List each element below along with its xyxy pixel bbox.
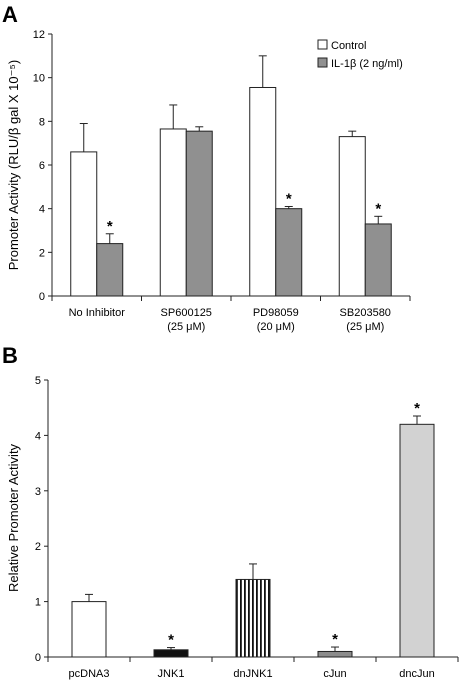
panel-a-y-tick-label: 2 — [39, 247, 45, 259]
panel-a-legend-swatch-control — [317, 39, 328, 50]
panel-a-bar-control — [249, 86, 277, 297]
panel-b-y-tick-label: 0 — [35, 652, 41, 664]
panel-a-ticks: 0 2 4 6 8 10 12 No Inhibitor SP600125 (25 μM) PD98… — [33, 29, 391, 333]
panel-a-y-tick-label: 8 — [39, 116, 45, 128]
panel-a-y-tick-label: 4 — [39, 204, 45, 216]
panel-b-significance-asterisk: * — [168, 632, 174, 649]
panel-b-y-axis-title: Relative Promoter Activity — [6, 443, 21, 592]
panel-a-category-label: SP600125 — [161, 307, 212, 319]
panel-a-bars: * * * — [70, 55, 392, 297]
panel-b-y-tick-label: 5 — [35, 375, 41, 387]
panel-a-category-label: No Inhibitor — [69, 307, 126, 319]
panel-a-bar-control — [159, 128, 187, 297]
panel-a-y-tick-label: 6 — [39, 160, 45, 172]
panel-a-significance-asterisk: * — [375, 200, 381, 217]
panel-a-y-tick-label: 0 — [39, 291, 45, 303]
panel-a-bar-il1b — [96, 243, 124, 297]
panel-a-legend-swatch-il1b — [317, 57, 328, 68]
panel-a-bar-il1b — [364, 223, 392, 297]
panel-a-y-axis-title: Promoter Activity (RLU/β gal X 10⁻⁵) — [6, 60, 21, 270]
panel-a-category-label: (25 μM) — [167, 321, 205, 333]
panel-a-bar-control — [70, 151, 98, 297]
panel-b-y-tick-label: 2 — [35, 541, 41, 553]
panel-a-bar-il1b — [275, 208, 303, 297]
panel-b-bar-jnk1 — [153, 649, 189, 658]
panel-b-y-tick-label: 1 — [35, 597, 41, 609]
panel-b-category-label: dncJun — [399, 668, 434, 680]
panel-a-y-tick-label: 10 — [33, 73, 45, 85]
panel-b-category-label: cJun — [323, 668, 346, 680]
panel-b-category-label: pcDNA3 — [69, 668, 110, 680]
panel-a-label: A — [2, 2, 18, 27]
panel-a-legend: Control IL-1β (2 ng/ml) — [317, 39, 403, 70]
panel-b-bar-dncjun — [399, 423, 435, 658]
panel-b-y-tick-label: 4 — [35, 430, 41, 442]
panel-b-bar-cjun — [317, 650, 353, 658]
panel-b-bar-pcdna3 — [71, 601, 107, 658]
panel-b-significance-asterisk: * — [414, 400, 420, 417]
panel-a-category-label: PD98059 — [253, 307, 299, 319]
panel-b-significance-asterisk: * — [332, 631, 338, 648]
panel-b-bar-dnjnk1 — [235, 578, 271, 658]
panel-a-category-label: (25 μM) — [346, 321, 384, 333]
panel-a-legend-label-il1b: IL-1β (2 ng/ml) — [331, 58, 403, 70]
panel-a-significance-asterisk: * — [286, 190, 292, 207]
panel-a-bar-il1b — [185, 130, 213, 297]
panel-b-ticks: 0 1 2 3 4 5 pcDNA3 JNK1 dnJNK1 cJun dncJun — [35, 375, 435, 680]
panel-a: A Promoter Activity (RLU/β gal X 10⁻⁵) *… — [2, 2, 411, 333]
panel-a-category-label: (20 μM) — [257, 321, 295, 333]
panel-a-significance-asterisk: * — [107, 218, 113, 235]
panel-a-legend-label-control: Control — [331, 40, 366, 52]
panel-b: B Relative Promoter Activity * * * 0 1 2 3 4 5 p… — [2, 343, 459, 680]
panel-a-category-label: SB203580 — [340, 307, 391, 319]
panel-b-category-label: JNK1 — [158, 668, 185, 680]
panel-a-bar-control — [338, 136, 366, 297]
panel-b-label: B — [2, 343, 18, 368]
panel-a-y-tick-label: 12 — [33, 29, 45, 41]
panel-b-bars: * * * — [71, 400, 435, 658]
panel-b-y-tick-label: 3 — [35, 486, 41, 498]
panel-b-category-label: dnJNK1 — [233, 668, 272, 680]
